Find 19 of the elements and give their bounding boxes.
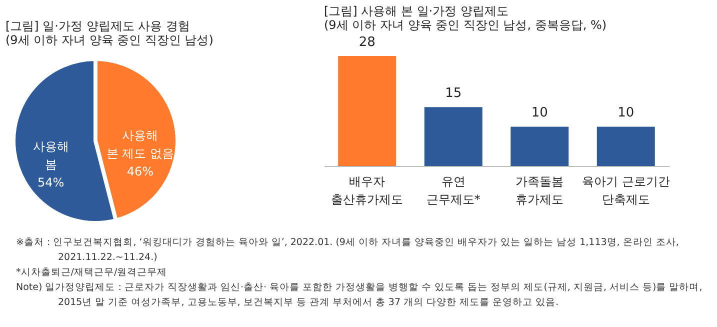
- chart-subtitle: (9세 이하 자녀 양육 중인 직장인 남성, 중복응답, %): [324, 18, 607, 32]
- x-tick-label: 육아기 근로기간 단축제도: [582, 174, 670, 206]
- slice-label: 사용해 본 제도 없음: [106, 128, 174, 160]
- chart-title: [그림] 사용해 본 일·가정 양립제도: [324, 4, 508, 18]
- data-label: 10: [531, 106, 548, 121]
- slice-label: 사용해 봄: [32, 140, 69, 172]
- chart-title: [그림] 일·가정 양립제도 사용 경험: [6, 19, 190, 33]
- data-label: 10: [618, 106, 634, 121]
- text: *시차출퇴근/재택근무/원격근무제: [16, 267, 168, 278]
- chart-subtitle: (9세 이하 자녀 양육 중인 직장인 남성): [6, 33, 214, 47]
- data-label: 54%: [38, 176, 64, 190]
- x-tick-label: 유연 근무제도*: [426, 174, 480, 206]
- data-label: 46%: [126, 164, 154, 178]
- text: ※출처 : 인구보건복지협회, ‘워킹대디가 경험하는 육아와 일’, 2022.01. (9세 이하 자녀를 양육중인 배우자가 있는 일하는 남성 1,113명, 온라인 조사, 2021.11.22.~11.24.): [16, 237, 679, 263]
- x-tick-label: 배우자 출산휴가제도: [331, 174, 404, 206]
- data-label: 28: [358, 35, 376, 50]
- data-label: 15: [445, 86, 462, 102]
- x-tick-label: 가족돌봄 휴가제도: [516, 174, 564, 206]
- text: Note) 일가정양립제도 : 근로자가 직장생활과 임신·출산· 육아를 포함한 가정생활을 병행할 수 있도록 돕는 정부의 제도(규제, 지원금, 서비스 등)를 말하며, 2015년 말 기준 여성가족부, 고용노동부, 보건복지부 등 관계 부처에서 총 37 개의 다양한 제도를 운영하고 있음.: [16, 282, 702, 308]
